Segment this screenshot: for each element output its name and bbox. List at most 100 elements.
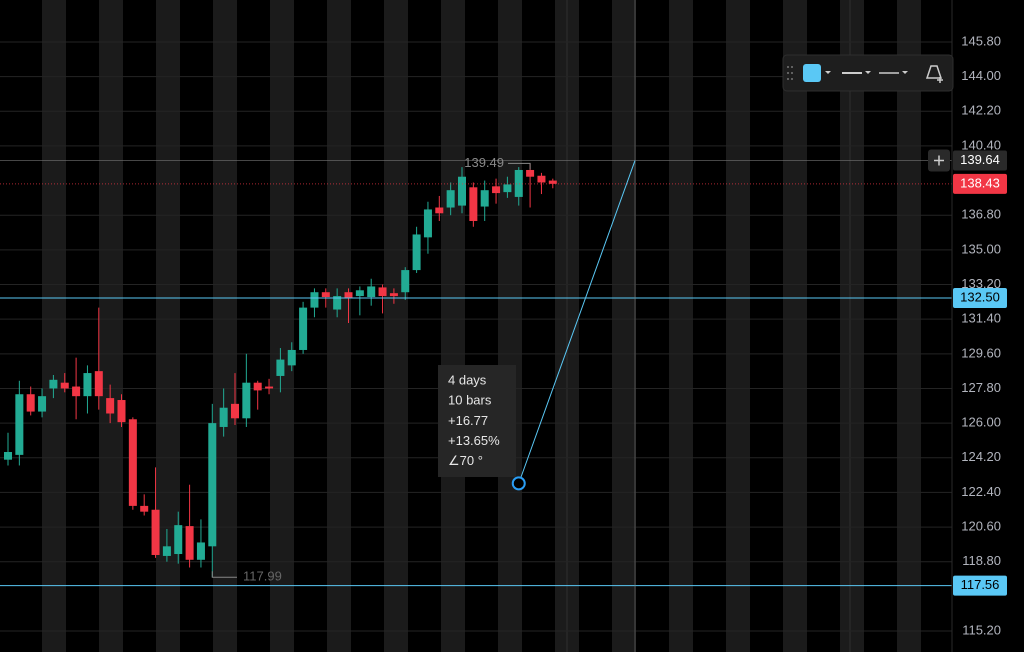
y-tick-label: 136.80 xyxy=(961,207,1001,222)
candle-body xyxy=(162,546,171,556)
trend-handle[interactable] xyxy=(511,476,526,491)
candle-body xyxy=(537,175,546,183)
candle-body xyxy=(378,287,387,297)
candle-body xyxy=(117,400,126,423)
candle-body xyxy=(26,394,35,412)
y-tick-label: 142.20 xyxy=(961,103,1001,118)
price-label: 132.50 xyxy=(960,289,1000,304)
candle-body xyxy=(196,542,205,560)
y-tick-label: 127.80 xyxy=(961,380,1001,395)
candle-body xyxy=(60,382,69,389)
candle-body xyxy=(435,207,444,214)
stripe xyxy=(441,0,465,652)
crosshair-label-bg xyxy=(953,150,1007,171)
candle-body xyxy=(514,169,523,197)
candle-body xyxy=(458,176,466,206)
candle-body xyxy=(469,187,478,221)
candle-body xyxy=(287,349,296,366)
y-tick-label: 140.40 xyxy=(961,137,1001,152)
stripe xyxy=(384,0,408,652)
candle-body xyxy=(503,184,512,193)
price-label-bg xyxy=(953,287,1007,308)
measure-text: +13.65% xyxy=(448,433,500,448)
y-tick-label: 144.00 xyxy=(961,68,1001,83)
candle-body xyxy=(4,451,12,460)
dropdown[interactable] xyxy=(865,71,871,74)
y-tick-label: 115.20 xyxy=(962,622,1001,637)
y-tick-label: 120.60 xyxy=(961,519,1001,534)
candle-body xyxy=(49,379,58,389)
dropdown[interactable] xyxy=(902,71,908,74)
price-label-bg xyxy=(953,575,1007,596)
y-tick-label: 131.40 xyxy=(961,311,1001,326)
last-price-bg xyxy=(953,173,1007,194)
y-tick-label: 145.80 xyxy=(961,33,1001,48)
color-swatch[interactable] xyxy=(803,64,821,82)
price-axis: 145.80 144.00 142.20 140.40 136.80 135.00 133.… xyxy=(953,33,1007,637)
candle-body xyxy=(231,403,239,419)
candle-body xyxy=(185,526,194,560)
add-button[interactable] xyxy=(934,155,944,166)
stripe xyxy=(783,0,807,652)
stripe xyxy=(270,0,294,652)
stripe xyxy=(42,0,66,652)
candle-body xyxy=(208,423,217,547)
candle-body xyxy=(480,190,489,207)
price-label: 117.56 xyxy=(961,577,1000,592)
grid xyxy=(0,41,952,632)
measure-text: 4 days xyxy=(448,372,487,387)
candle-body xyxy=(423,209,432,238)
candle-body xyxy=(140,505,149,512)
low-marker-label: 117.99 xyxy=(243,569,282,584)
measure-box xyxy=(438,365,516,477)
high-marker-label: 139.49 xyxy=(464,155,504,170)
toolbar[interactable] xyxy=(782,54,954,92)
candle-body xyxy=(265,386,274,389)
candle-body xyxy=(151,509,160,555)
candle-body xyxy=(83,373,92,397)
candle-body xyxy=(94,371,103,397)
candle-body xyxy=(492,186,501,194)
candle-body xyxy=(344,292,353,298)
y-tick-label: 129.60 xyxy=(961,345,1001,360)
low-marker-line xyxy=(211,571,237,578)
candle-body xyxy=(299,307,308,350)
y-tick-label: 124.20 xyxy=(961,449,1001,464)
candle-body xyxy=(219,407,228,427)
measure-text: 10 bars xyxy=(448,393,492,408)
y-tick-label: 126.00 xyxy=(961,415,1001,430)
candle-body xyxy=(15,394,24,455)
candle-body xyxy=(401,270,410,293)
candle-body xyxy=(253,382,262,391)
last-price-label: 138.43 xyxy=(960,175,1000,190)
stripe xyxy=(99,0,123,652)
candle-body xyxy=(310,292,319,308)
plot: 4 days 10 bars +16.77 +13.65% ∠70 ° 139.49 117… xyxy=(0,0,952,652)
candle-body xyxy=(548,180,557,184)
y-tick-label: 122.40 xyxy=(961,484,1001,499)
alert-icon[interactable] xyxy=(925,65,943,83)
candle-body xyxy=(446,190,455,208)
candle-body xyxy=(333,296,342,310)
stripe xyxy=(669,0,693,652)
stripe xyxy=(213,0,237,652)
candle-body xyxy=(72,386,81,397)
candle-body xyxy=(412,234,421,271)
trend-line[interactable] xyxy=(518,160,636,484)
y-tick-label: 118.80 xyxy=(962,553,1001,568)
drag-handle[interactable] xyxy=(787,66,793,80)
y-tick-label: 133.20 xyxy=(961,276,1001,291)
y-tick-label: 135.00 xyxy=(961,241,1001,256)
candle-body xyxy=(526,169,535,177)
candle-body xyxy=(321,292,330,298)
candle-body xyxy=(389,293,398,297)
candle-body xyxy=(106,398,115,414)
candle-body xyxy=(276,359,285,376)
candle-body xyxy=(367,286,376,298)
stripe xyxy=(840,0,864,652)
candle-body xyxy=(355,290,364,297)
dropdown[interactable] xyxy=(825,71,831,74)
session-stripes xyxy=(42,0,921,652)
stripe xyxy=(897,0,921,652)
